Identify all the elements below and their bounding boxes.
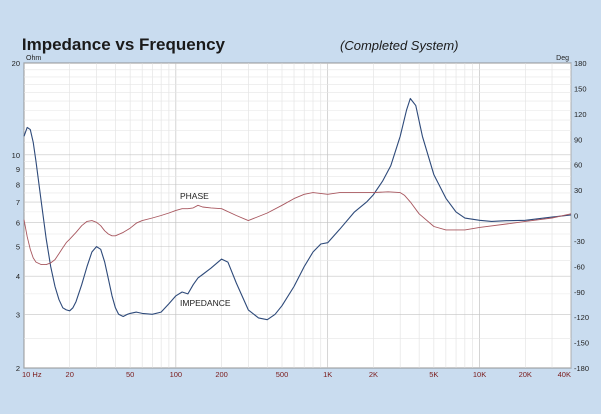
y-right-tick-label: 180 [574, 59, 587, 68]
y-left-tick-label: 6 [16, 218, 20, 227]
x-tick-label: 20 [66, 370, 74, 379]
y-right-tick-label: -90 [574, 288, 585, 297]
y-left-unit: Ohm [26, 55, 41, 62]
chart-title: Impedance vs Frequency [22, 35, 226, 54]
y-left-tick-label: 9 [16, 165, 20, 174]
y-right-tick-label: 0 [574, 212, 578, 221]
y-right-tick-label: -30 [574, 237, 585, 246]
x-tick-label: 2K [369, 370, 378, 379]
series-line-impedance [23, 97, 572, 321]
x-tick-label: 5K [429, 370, 438, 379]
chart-subtitle: (Completed System) [340, 38, 458, 53]
y-left-tick-label: 20 [12, 59, 20, 68]
grid [23, 62, 572, 369]
y-left-tick-label: 2 [16, 364, 20, 373]
y-right-unit: Deg [556, 55, 569, 62]
y-left-tick-label: 8 [16, 180, 20, 189]
x-tick-label: 100 [170, 370, 183, 379]
plot-area [23, 62, 572, 369]
y-right-tick-label: -60 [574, 262, 585, 271]
series-lines [23, 97, 572, 321]
x-tick-label: 10 Hz [22, 370, 42, 379]
x-tick-label: 500 [276, 370, 289, 379]
series-label-impedance: IMPEDANCE [180, 298, 231, 308]
y-left-tick-label: 4 [16, 272, 20, 281]
series-line-phase [23, 191, 572, 266]
x-tick-label: 200 [215, 370, 228, 379]
series-label-phase: PHASE [180, 191, 209, 201]
x-tick-label: 40K [558, 370, 571, 379]
y-right-tick-label: -150 [574, 339, 589, 348]
y-right-tick-label: 60 [574, 161, 582, 170]
y-left-tick-label: 5 [16, 243, 20, 252]
y-right-tick-label: 30 [574, 186, 582, 195]
y-left-tick-label: 3 [16, 310, 20, 319]
y-left-tick-label: 7 [16, 198, 20, 207]
x-tick-label: 50 [126, 370, 134, 379]
x-tick-label: 1K [323, 370, 332, 379]
x-tick-label: 20K [519, 370, 532, 379]
y-right-tick-label: 150 [574, 84, 587, 93]
axis-ticks: 10 Hz 20 50 100 200 500 1K 2K 5K 10K 20K 40K2345678… [12, 59, 589, 379]
y-right-tick-label: 120 [574, 110, 587, 119]
y-right-tick-label: 90 [574, 135, 582, 144]
y-right-tick-label: -120 [574, 313, 589, 322]
y-right-tick-label: -180 [574, 364, 589, 373]
y-left-tick-label: 10 [12, 151, 20, 160]
x-tick-label: 10K [473, 370, 486, 379]
